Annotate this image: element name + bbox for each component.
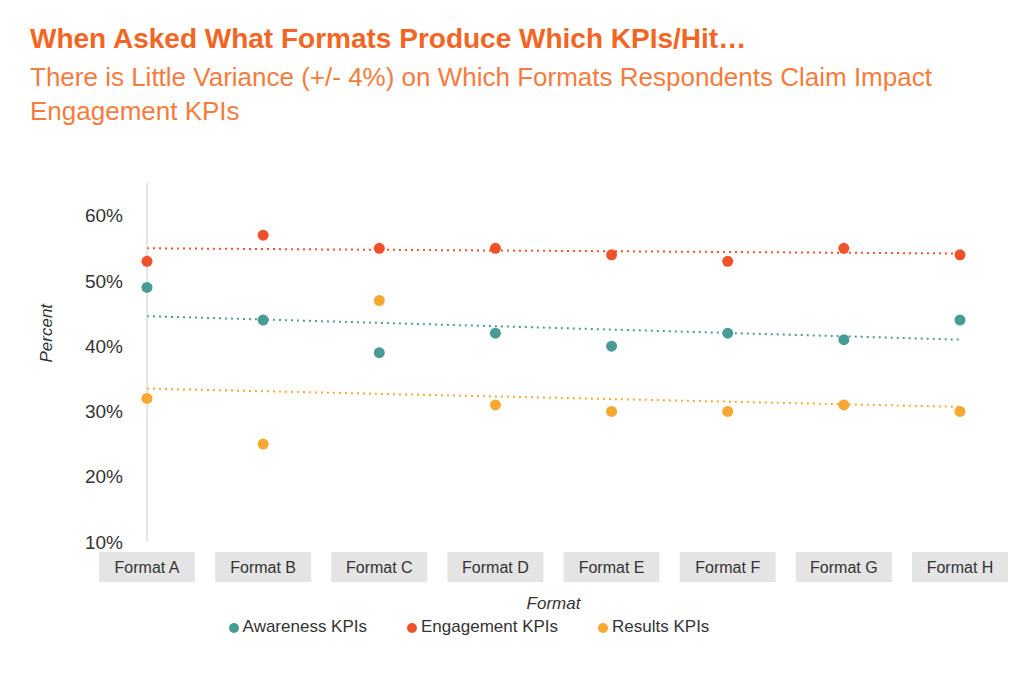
svg-text:60%: 60% xyxy=(85,205,123,226)
svg-text:Format E: Format E xyxy=(579,559,645,576)
html-text:Engagement KPIs: Engagement KPIs xyxy=(421,617,559,636)
html-text:Awareness KPIs: Awareness KPIs xyxy=(242,617,367,636)
svg-text:30%: 30% xyxy=(85,401,123,422)
html-text:When Asked What Formats Produc: When Asked What Formats Produce Which KP… xyxy=(30,23,747,54)
svg-text:Format: Format xyxy=(527,594,582,613)
html-text:There is Little Variance (+/-: There is Little Variance (+/- 4%) on Whi… xyxy=(30,62,932,126)
svg-text:Format G: Format G xyxy=(810,559,878,576)
svg-text:Format D: Format D xyxy=(462,559,529,576)
svg-text:Percent: Percent xyxy=(37,303,56,363)
html-text:Results KPIs: Results KPIs xyxy=(612,617,710,636)
svg-text:Format B: Format B xyxy=(230,559,296,576)
svg-text:Format F: Format F xyxy=(695,559,760,576)
svg-text:Format C: Format C xyxy=(346,559,413,576)
svg-text:10%: 10% xyxy=(85,532,123,553)
svg-text:Format H: Format H xyxy=(927,559,994,576)
svg-text:Format A: Format A xyxy=(115,559,180,576)
svg-text:50%: 50% xyxy=(85,271,123,292)
svg-text:40%: 40% xyxy=(85,336,123,357)
svg-text:20%: 20% xyxy=(85,466,123,487)
